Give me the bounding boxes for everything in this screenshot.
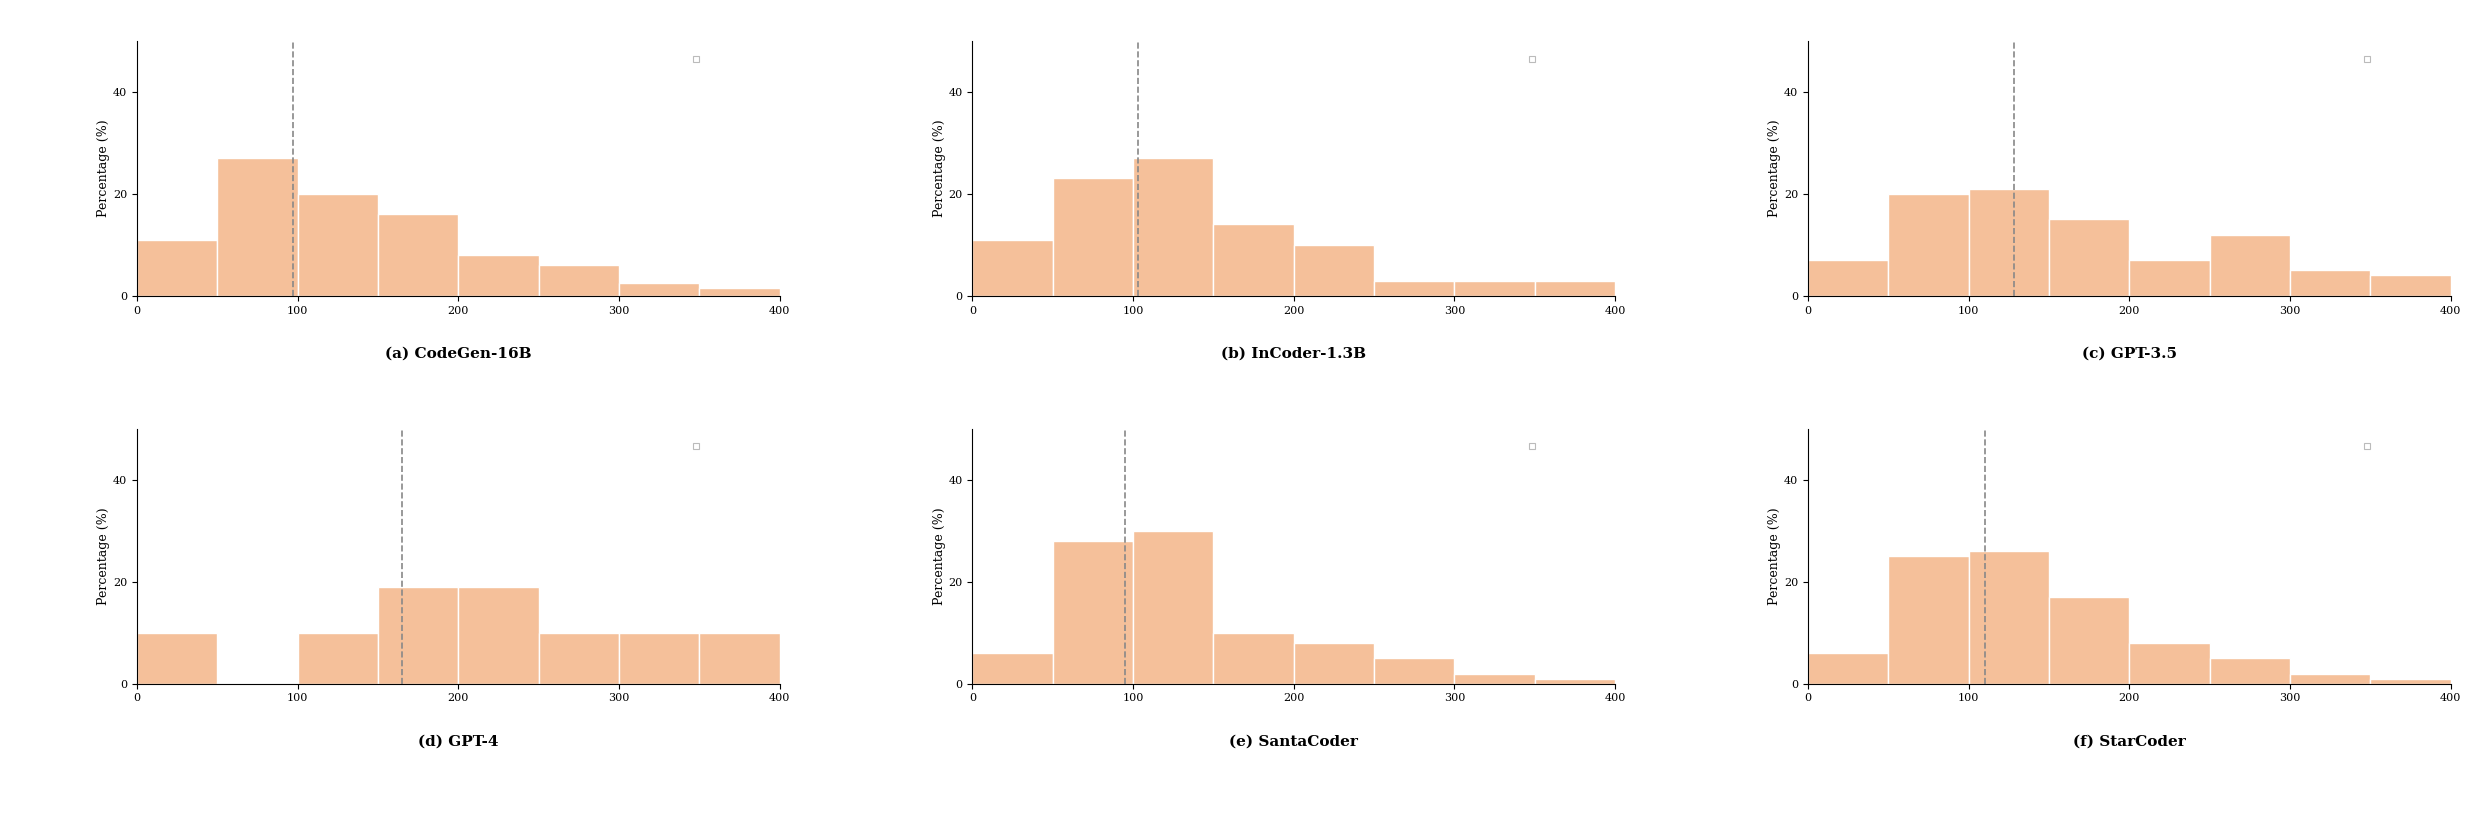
Y-axis label: Percentage (%): Percentage (%) <box>97 120 109 217</box>
Text: (a) CodeGen-16B: (a) CodeGen-16B <box>386 347 532 361</box>
Y-axis label: Percentage (%): Percentage (%) <box>1769 120 1781 217</box>
Bar <box>2130 260 2209 295</box>
Y-axis label: Percentage (%): Percentage (%) <box>933 507 945 605</box>
Text: (d) GPT-4: (d) GPT-4 <box>418 735 498 749</box>
Bar <box>1888 556 1968 684</box>
Bar <box>620 283 699 295</box>
Y-axis label: Percentage (%): Percentage (%) <box>933 120 945 217</box>
Bar <box>1968 189 2050 295</box>
Bar <box>1214 225 1294 295</box>
Bar <box>1294 643 1373 684</box>
Bar <box>2289 270 2371 295</box>
Bar <box>137 632 216 684</box>
Bar <box>2209 659 2289 684</box>
Bar <box>2209 234 2289 295</box>
Bar <box>2289 673 2371 684</box>
Bar <box>458 255 537 295</box>
Bar <box>299 632 378 684</box>
Bar <box>1455 673 1535 684</box>
Bar <box>1888 194 1968 295</box>
Bar <box>620 632 699 684</box>
Bar <box>216 158 299 295</box>
Bar <box>2050 219 2130 295</box>
Bar <box>2130 643 2209 684</box>
Bar <box>1968 551 2050 684</box>
Bar <box>2050 597 2130 684</box>
Bar <box>458 587 537 684</box>
Text: (c) GPT-3.5: (c) GPT-3.5 <box>2082 347 2177 361</box>
Bar <box>1052 540 1132 684</box>
Bar <box>537 265 620 295</box>
Bar <box>299 194 378 295</box>
Text: (e) SantaCoder: (e) SantaCoder <box>1229 735 1358 749</box>
Bar <box>1455 281 1535 295</box>
Bar <box>1294 245 1373 295</box>
Bar <box>1373 281 1455 295</box>
Text: (b) InCoder-1.3B: (b) InCoder-1.3B <box>1222 347 1366 361</box>
Bar <box>1535 281 1615 295</box>
Y-axis label: Percentage (%): Percentage (%) <box>97 507 109 605</box>
Bar <box>699 288 779 295</box>
Bar <box>1809 260 1888 295</box>
Text: (f) StarCoder: (f) StarCoder <box>2073 735 2184 749</box>
Bar <box>973 653 1052 684</box>
Bar <box>699 632 779 684</box>
Bar <box>1373 659 1455 684</box>
Bar <box>1132 158 1214 295</box>
Bar <box>2371 679 2451 684</box>
Y-axis label: Percentage (%): Percentage (%) <box>1769 507 1781 605</box>
Bar <box>1809 653 1888 684</box>
Bar <box>1214 632 1294 684</box>
Bar <box>1132 531 1214 684</box>
Bar <box>1535 679 1615 684</box>
Bar <box>2371 275 2451 295</box>
Bar <box>537 632 620 684</box>
Bar <box>378 587 458 684</box>
Bar <box>973 240 1052 295</box>
Bar <box>137 240 216 295</box>
Bar <box>378 214 458 295</box>
Bar <box>1052 178 1132 295</box>
